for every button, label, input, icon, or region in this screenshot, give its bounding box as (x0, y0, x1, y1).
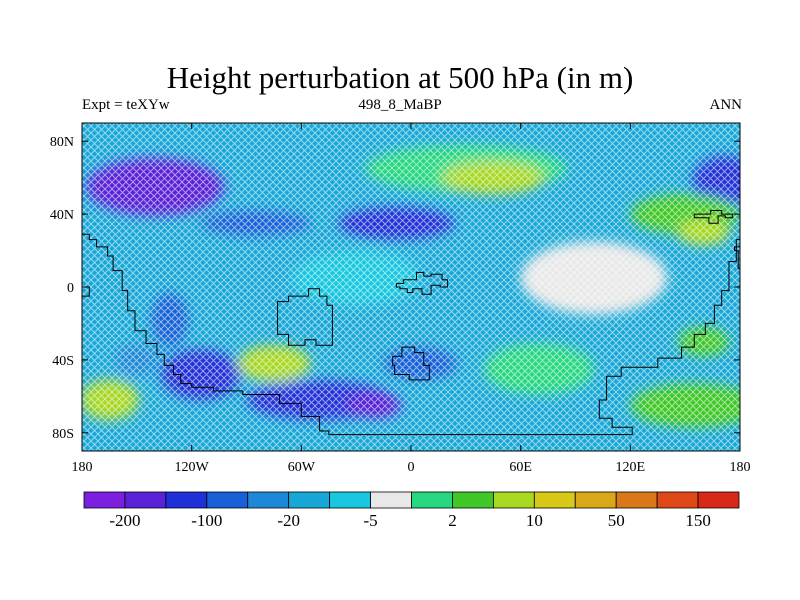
x-axis: 180 120W 60W 0 60E 120E 180 (72, 123, 751, 475)
hatch-overlay (82, 123, 740, 451)
y-tick-label: 40S (52, 354, 74, 369)
y-tick-label: 40N (50, 208, 74, 223)
x-tick-label: 60W (288, 460, 316, 475)
y-tick-label: 0 (67, 281, 74, 296)
colorbar-box (697, 491, 740, 509)
colorbar-label: 10 (526, 511, 543, 530)
coastline (734, 246, 740, 270)
coastline (277, 288, 333, 346)
colorbar-box (492, 491, 535, 509)
colorbar-box (329, 491, 371, 509)
colorbar-box (574, 491, 617, 509)
x-tick-label: 60E (509, 460, 532, 475)
colorbar-box (247, 491, 290, 509)
season-label: ANN (709, 97, 743, 113)
colorbar-box (206, 491, 249, 509)
y-axis: 80N 40N 0 40S 80S (50, 135, 740, 442)
y-tick-label: 80N (50, 135, 74, 150)
colorbar-box (288, 491, 331, 509)
colorbar-label: -100 (191, 511, 222, 530)
x-tick-label: 120W (175, 460, 210, 475)
colorbar-label: -5 (363, 511, 377, 530)
period-label: 498_8_MaBP (358, 97, 442, 113)
colorbar-box (656, 491, 699, 509)
coastline (82, 233, 740, 436)
colorbar: -200 -100 -20 -5 2 10 50 150 (83, 491, 740, 530)
coastline (395, 271, 449, 295)
colorbar-label: 2 (448, 511, 457, 530)
colorbar-box (83, 491, 126, 509)
colorbar-box (411, 491, 453, 509)
x-tick-label: 180 (730, 460, 751, 475)
experiment-label: Expt = teXYw (82, 97, 170, 113)
colorbar-box (615, 491, 658, 509)
x-tick-label: 180 (72, 460, 93, 475)
colorbar-box (533, 491, 576, 509)
colorbar-label: -20 (277, 511, 300, 530)
colorbar-box (124, 491, 167, 509)
x-tick-label: 0 (408, 460, 415, 475)
coastlines (82, 210, 740, 436)
coastline (693, 210, 734, 224)
colorbar-box (165, 491, 208, 509)
y-tick-label: 80S (52, 427, 74, 442)
x-tick-label: 120E (616, 460, 646, 475)
colorbar-box (370, 491, 412, 509)
contour-field (82, 123, 740, 451)
colorbar-label: 50 (608, 511, 625, 530)
colorbar-label: 150 (685, 511, 711, 530)
figure-title: Height perturbation at 500 hPa (in m) (166, 60, 634, 95)
coastline (392, 346, 430, 381)
colorbar-box (452, 491, 494, 509)
colorbar-label: -200 (109, 511, 140, 530)
